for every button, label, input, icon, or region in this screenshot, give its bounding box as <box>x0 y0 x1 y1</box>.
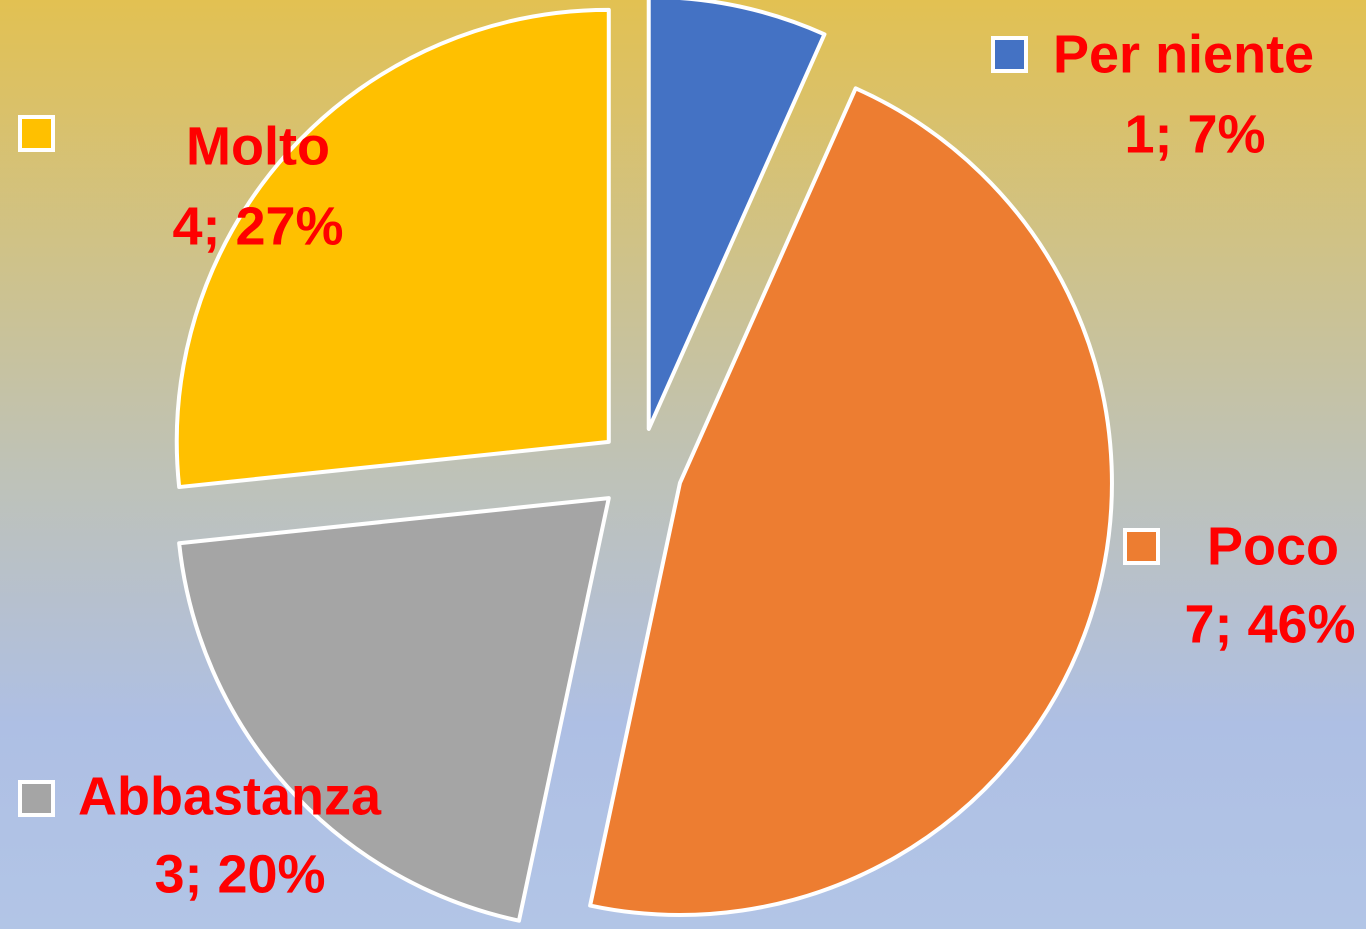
legend-marker <box>991 36 1028 73</box>
legend-marker <box>18 780 55 817</box>
pie-slice <box>646 0 827 431</box>
category-label: Per niente <box>1053 24 1314 84</box>
pie-slice <box>177 496 611 923</box>
value-label: 4; 27% <box>172 196 343 256</box>
category-label: Abbastanza <box>78 766 382 826</box>
legend-marker <box>18 115 55 152</box>
value-label: 7; 46% <box>1184 594 1355 654</box>
pie-slice <box>588 86 1114 917</box>
category-label: Molto <box>186 116 330 176</box>
pie-slice <box>174 7 611 490</box>
legend-marker <box>1123 528 1160 565</box>
category-label: Poco <box>1207 516 1339 576</box>
value-label: 1; 7% <box>1124 104 1265 164</box>
value-label: 3; 20% <box>154 844 325 904</box>
